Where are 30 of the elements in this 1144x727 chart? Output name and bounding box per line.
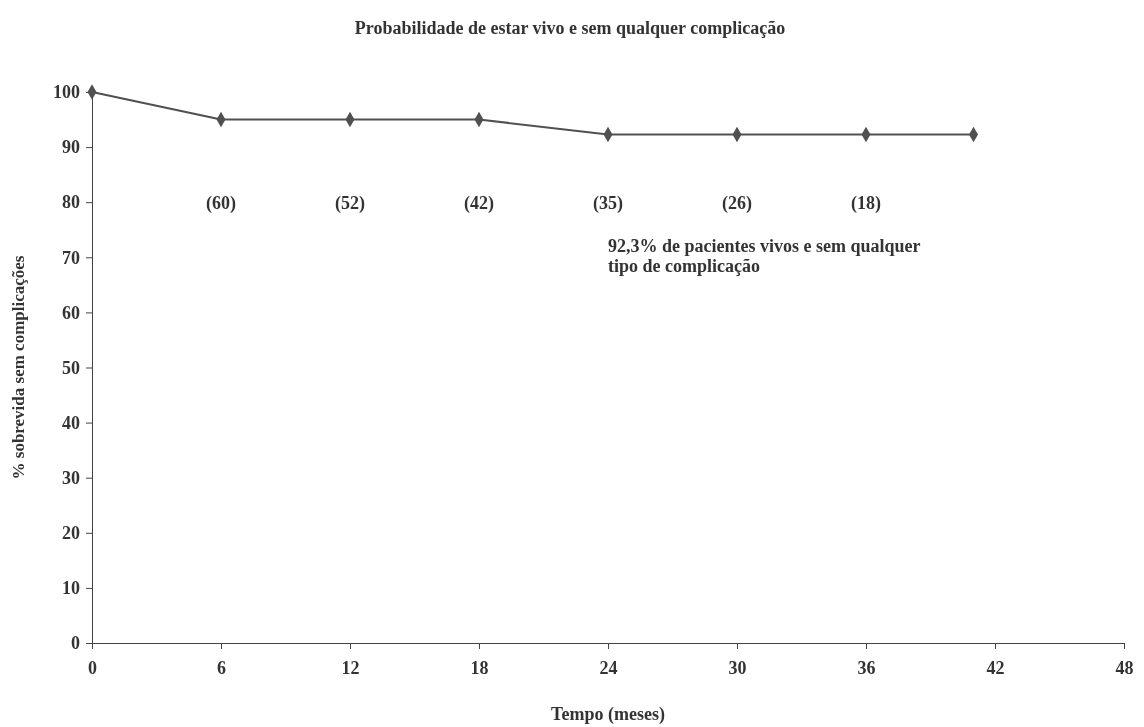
- x-tick-label: 24: [599, 657, 618, 678]
- y-tick-label: 10: [62, 578, 80, 599]
- annotation: (35): [593, 192, 623, 214]
- y-tick-label: 0: [71, 633, 80, 654]
- y-tick-label: 40: [62, 412, 80, 433]
- y-tick-label: 30: [62, 467, 80, 488]
- y-tick-label: 90: [62, 137, 80, 158]
- annotation: (60): [206, 192, 236, 214]
- y-tick-label: 70: [62, 247, 80, 268]
- y-axis-title: % sobrevida sem complicações: [9, 255, 28, 480]
- y-tick-label: 20: [62, 523, 80, 544]
- x-axis-title: Tempo (meses): [551, 704, 665, 725]
- annotation: 92,3% de pacientes vivos e sem qualquer tipo de complicação: [608, 235, 921, 277]
- x-tick-label: 48: [1115, 657, 1134, 678]
- x-tick-label: 12: [341, 657, 360, 678]
- x-tick-label: 30: [728, 657, 747, 678]
- x-tick-label: 36: [857, 657, 876, 678]
- annotation: (52): [335, 192, 365, 214]
- x-tick-label: 0: [88, 657, 97, 678]
- x-tick-label: 6: [217, 657, 226, 678]
- y-tick-label: 60: [62, 302, 80, 323]
- chart-title: Probabilidade de estar vivo e sem qualquer complicação: [354, 18, 786, 38]
- y-tick-label: 80: [62, 192, 80, 213]
- annotation: (42): [464, 192, 494, 214]
- x-tick-label: 42: [986, 657, 1005, 678]
- y-tick-label: 50: [62, 357, 80, 378]
- x-tick-label: 18: [470, 657, 489, 678]
- annotation: (26): [722, 192, 752, 214]
- y-tick-label: 100: [53, 82, 80, 103]
- annotation: (18): [851, 192, 881, 214]
